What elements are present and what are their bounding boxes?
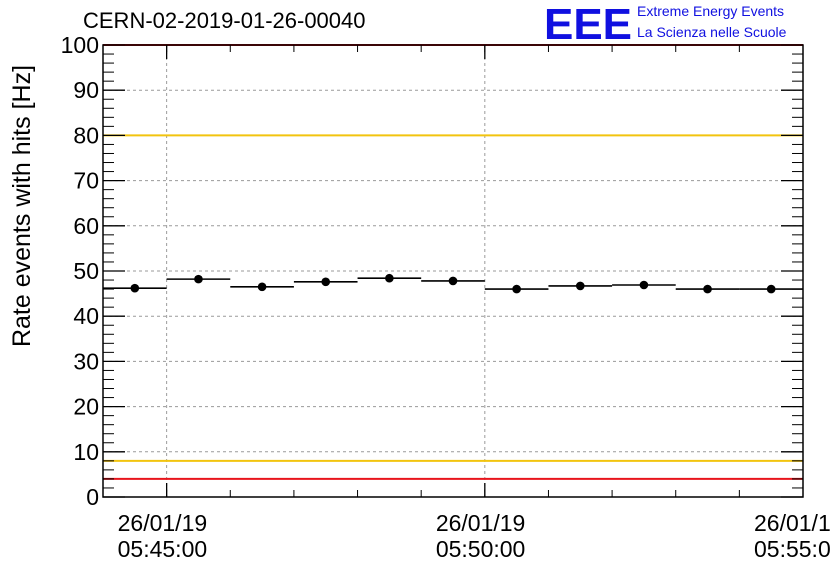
- axis-ticks: [103, 44, 803, 498]
- x-tick-label-date: 26/01/19: [118, 510, 208, 536]
- y-tick-label: 30: [73, 348, 99, 374]
- data-point: [130, 283, 140, 293]
- data-point: [194, 274, 203, 284]
- data-point: [703, 284, 712, 294]
- y-tick-label: 20: [73, 394, 99, 420]
- x-tick-label-date: 26/01/1: [754, 510, 831, 536]
- y-tick-label: 50: [73, 258, 99, 284]
- data-point: [257, 282, 267, 292]
- grid-lines: [103, 45, 803, 497]
- reference-lines: [103, 44, 803, 480]
- logo-line-1: Extreme Energy Events: [637, 3, 785, 19]
- x-tick-label-time: 05:55:0: [754, 536, 831, 562]
- y-tick-label: 90: [73, 77, 99, 103]
- y-tick-label: 60: [73, 213, 99, 239]
- data-point: [385, 273, 394, 283]
- y-tick-label: 100: [61, 32, 99, 58]
- y-tick-labels: 0 10 20 30 40 50 60 70 80 90 100: [61, 32, 99, 510]
- logo-line-2: La Scienza nelle Scuole: [637, 24, 787, 40]
- y-axis-label: Rate events with hits [Hz]: [8, 65, 36, 347]
- data-point: [321, 277, 331, 287]
- data-point: [766, 284, 776, 294]
- data-point: [639, 280, 649, 290]
- y-tick-label: 40: [73, 303, 99, 329]
- x-tick-label-time: 05:45:00: [118, 536, 208, 562]
- data-points: [103, 273, 803, 294]
- x-tick-label-time: 05:50:00: [436, 536, 526, 562]
- x-tick-labels: 26/01/1905:45:0026/01/1905:50:0026/01/10…: [118, 510, 831, 562]
- eee-logo-mark: EEE: [544, 2, 632, 44]
- x-tick-label-date: 26/01/19: [436, 510, 526, 536]
- y-tick-label: 70: [73, 168, 99, 194]
- y-tick-label: 0: [86, 484, 99, 510]
- chart-title: CERN-02-2019-01-26-00040: [83, 8, 366, 33]
- data-point: [575, 281, 585, 291]
- y-tick-label: 80: [73, 122, 99, 148]
- y-tick-label: 10: [73, 439, 99, 465]
- data-point: [512, 284, 521, 294]
- eee-logo: EEE: [544, 2, 632, 44]
- data-point: [448, 276, 458, 286]
